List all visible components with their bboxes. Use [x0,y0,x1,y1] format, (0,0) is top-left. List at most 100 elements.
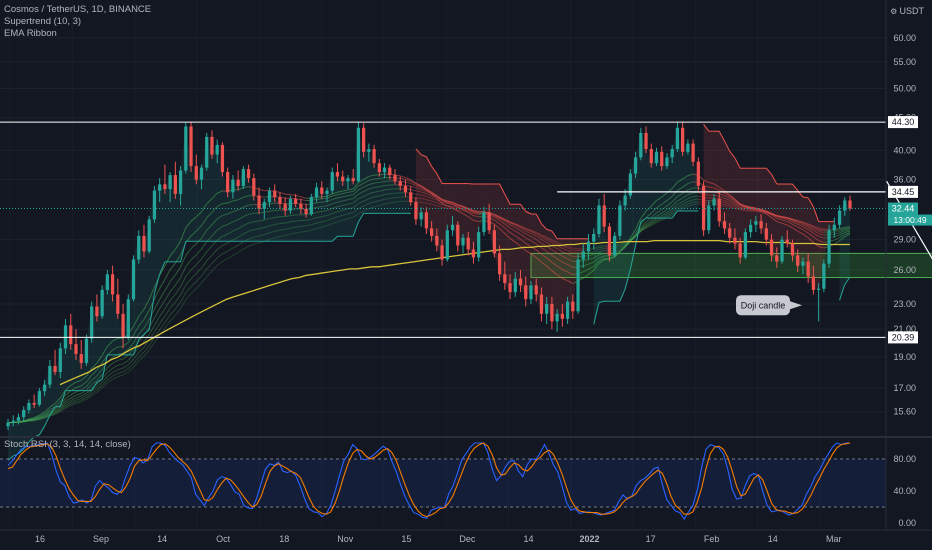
ribbon-seg [190,230,197,237]
ribbon-seg [91,380,98,386]
supertrend-fill [656,151,662,219]
ribbon-seg [551,245,558,250]
candle-body [649,149,653,164]
ribbon-seg [421,194,427,197]
ribbon-seg [211,265,218,272]
ribbon-seg [499,217,506,222]
ribbon-seg [630,235,636,241]
candles[interactable] [6,122,852,431]
ribbon-seg [195,248,202,256]
ribbon-seg [316,206,322,208]
ema-ribbon-legend[interactable]: EMA Ribbon [4,28,57,39]
annotations[interactable]: Doji candle [736,127,932,324]
candle-body [508,283,512,293]
ribbon-seg [802,222,809,226]
currency-label[interactable]: ⚙ USDT [890,6,924,16]
ribbon-seg [316,221,322,224]
ribbon-seg [358,205,364,209]
ribbon-seg [562,255,568,260]
candle-body [487,212,491,231]
ribbon-seg [211,192,218,200]
ribbon-seg [781,216,788,219]
ribbon-seg [195,258,202,266]
price-axis[interactable]: 60.0055.0050.0045.0040.0036.0029.0026.00… [885,0,932,530]
ribbon-seg [143,349,150,357]
supertrend-seg [148,293,155,330]
ribbon-seg [368,196,375,200]
ribbon-seg [65,403,71,408]
stoch-rsi-legend[interactable]: Stoch RSI (3, 3, 14, 14, close) [4,439,131,450]
doji-callout-pointer [790,301,802,310]
ribbon-seg [740,203,746,207]
ribbon-seg [776,215,783,218]
ribbon-seg [70,403,77,407]
ribbon-seg [797,220,804,224]
ribbon-seg [237,248,244,253]
ribbon-seg [143,340,150,348]
supertrend-fill [389,175,396,214]
ribbon-seg [232,228,239,232]
candle-body [466,237,470,250]
supertrend-seg [624,269,631,290]
supertrend-seg [535,213,542,225]
symbol-title[interactable]: Cosmos / TetherUS, 1D, BINANCE [4,4,152,15]
ribbon-seg [201,251,208,260]
ribbon-seg [567,245,574,249]
ribbon-seg [844,227,851,230]
candle-body [409,192,413,203]
ribbon-seg [509,221,516,225]
candle-body [524,285,528,300]
candle-body [424,212,429,229]
candle-body [236,179,240,186]
ribbon-seg [750,206,756,209]
candle-body [241,169,245,186]
ribbon-seg [541,253,547,259]
supertrend-seg [504,194,511,205]
supertrend-fill [530,213,537,295]
ribbon-seg [363,175,370,180]
ribbon-seg [201,268,208,277]
supertrend-fill [279,203,286,242]
ribbon-seg [755,208,762,211]
ribbon-seg [96,381,103,388]
ribbon-seg [232,244,239,249]
ribbon-seg [96,387,103,393]
ribbon-seg [520,230,527,235]
ribbon-seg [630,235,636,240]
ribbon-seg [546,250,553,256]
ribbon-seg [745,207,751,209]
ribbon-seg [352,189,359,196]
ribbon-seg [739,203,746,207]
ribbon-seg [54,401,61,407]
ribbon-seg [133,352,140,360]
supertrend-fill [415,148,422,220]
time-axis[interactable]: 16 Sep 14 Oct 18 Nov 15 Dec 14 2022 17 Feb 14 Mar [0,529,932,544]
ribbon-seg [802,221,809,225]
doji-label[interactable]: Doji candle [741,301,786,311]
supertrend-fill [164,175,171,262]
ribbon-seg [18,420,24,423]
supertrend-legend[interactable]: Supertrend (10, 3) [4,16,82,27]
ribbon-seg [677,186,683,191]
ribbon-seg [206,245,213,253]
ribbon-seg [107,340,113,347]
ribbon-seg [687,201,694,205]
ribbon-seg [295,231,301,234]
candle-body [707,205,711,231]
candle-body [299,203,303,209]
ribbon-seg [243,195,249,198]
ribbon-seg [431,197,438,201]
ribbon-seg [269,216,275,220]
supertrend-seg [44,415,51,427]
ribbon-seg [792,218,798,222]
ribbon-seg [96,355,103,364]
ribbon-seg [535,233,542,238]
ribbon-seg [363,208,370,212]
ribbon-seg [185,259,192,267]
ribbon-seg [39,416,45,419]
ribbon-seg [750,208,756,211]
ribbon-seg [462,205,469,209]
ribbon-seg [117,352,124,355]
ribbon-seg [567,280,574,284]
